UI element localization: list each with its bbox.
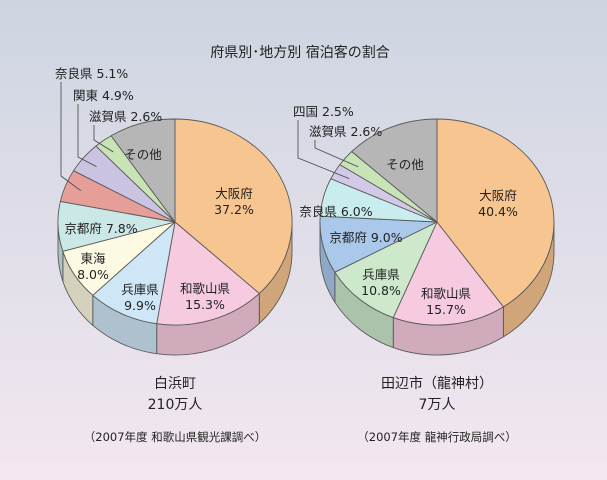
slice-label-name: 滋賀県 [89,109,127,124]
slice-label: 京都府 7.8% [64,221,137,236]
slice-label-name: 和歌山県 [180,281,230,296]
slice-label-value: 2.6% [131,109,163,124]
slice-label-value: 7.8% [106,221,138,236]
slice-label-value: 5.1% [97,66,129,81]
slice-label: 滋賀県 2.6% [89,109,162,124]
slice-label-value: 6.0% [341,204,373,219]
leader-line [93,125,114,153]
slice-label-value: 10.8% [361,283,401,298]
right-pie-slices [319,118,555,326]
slice-label: 京都府 9.0% [329,230,402,245]
slice-label-name: 奈良県 [299,204,337,219]
slice-label: 関東 4.9% [73,88,134,103]
slice-label-value: 9.9% [124,298,156,313]
left-pie-sides [57,221,293,356]
pie-slice [436,118,555,308]
slice-label-value: 37.2% [214,202,254,217]
slice-label-value: 8.0% [77,267,109,282]
slice-label-name: 大阪府 [479,188,517,203]
slice-label-name: 京都府 [329,230,367,245]
right-chart-title: 田辺市（龍神村） [381,375,493,392]
slice-label-name: 四国 [293,104,318,119]
slice-label-name: 兵庫県 [362,267,400,282]
slice-label-value: 15.3% [185,297,225,312]
right-chart-total: 7万人 [419,397,456,413]
pie-slice [392,221,504,326]
slice-label-name: 滋賀県 [309,124,347,139]
slice-label-name: 和歌山県 [421,286,471,301]
left-pie-slices [57,118,293,326]
pie-slice [92,221,176,325]
slice-label-name: 京都府 [64,221,102,236]
slice-label: 奈良県 6.0% [299,204,372,219]
slice-label-value: 4.9% [102,88,134,103]
leader-line [297,120,350,179]
pie-slice [334,221,438,318]
slice-label-name: 東海 [80,251,106,266]
slice-label-name: 大阪府 [215,186,253,201]
pie-slice [156,221,260,326]
left-chart-total: 210万人 [148,397,203,413]
pie-slice [174,118,293,294]
slice-label-value: 2.5% [322,104,354,119]
slice-label-value: 2.6% [351,124,383,139]
slice-label-name: その他 [124,147,162,162]
figure-title: 府県別･地方別 宿泊客の割合 [210,44,389,61]
slice-label-name: 兵庫県 [121,282,159,297]
slice-label-name: その他 [386,157,424,172]
leader-line [77,104,97,167]
left-chart-source: （2007年度 和歌山県観光課調べ） [84,430,266,444]
pie-slice [351,118,438,223]
slice-label-value: 15.7% [426,302,466,317]
slice-label-name: 関東 [73,88,99,103]
slice-label: 滋賀県 2.6% [309,124,382,139]
slice-label-value: 40.4% [478,204,518,219]
leader-line [314,140,359,168]
leader-line [60,82,82,192]
left-chart-title: 白浜町 [154,376,196,392]
right-chart-source: （2007年度 龍神行政局調べ） [357,430,516,444]
slice-label-name: 奈良県 [55,66,93,81]
slice-label: 奈良県 5.1% [55,66,128,81]
pie-slice [110,118,176,223]
slice-label: 四国 2.5% [293,104,354,119]
slice-label-value: 9.0% [371,230,403,245]
